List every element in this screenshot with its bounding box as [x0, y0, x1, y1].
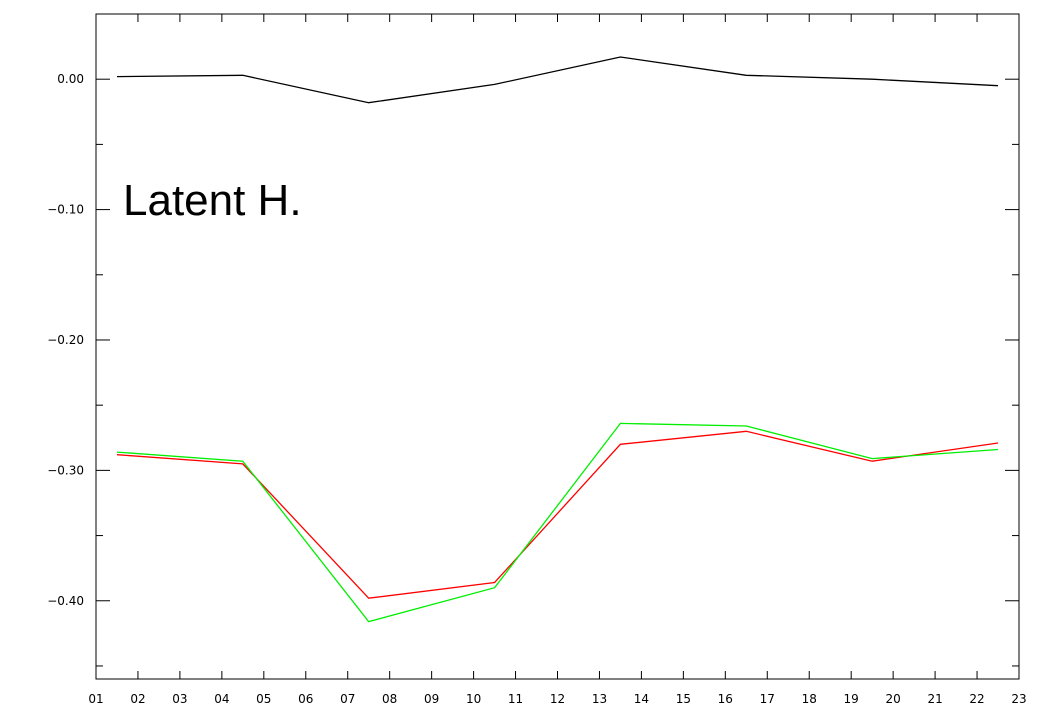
x-tick-label: 15: [676, 692, 691, 706]
x-tick-label: 19: [844, 692, 859, 706]
series-line-2: [116, 430, 999, 599]
x-tick-label: 16: [718, 692, 733, 706]
y-tick-label: 0.00: [57, 72, 84, 86]
x-tick-label: 13: [592, 692, 607, 706]
y-tick-label: −0.30: [47, 463, 84, 477]
plot-frame: [95, 13, 1020, 680]
series-line-3: [116, 422, 999, 623]
x-tick-label: 21: [927, 692, 942, 706]
series-lines: [116, 56, 999, 623]
x-tick-label: 22: [969, 692, 984, 706]
x-tick-label: 09: [424, 692, 439, 706]
chart-annotation: Latent H.: [123, 176, 302, 225]
y-tick-label: −0.10: [47, 203, 84, 217]
x-tick-label: 12: [550, 692, 565, 706]
tick-labels: 01 02 03 04 05 06 07 08 09 10 11 12 13 14 15 16 17 18 19 20…: [47, 72, 1026, 706]
x-tick-label: 23: [1011, 692, 1026, 706]
x-tick-label: 10: [466, 692, 481, 706]
series-line-1: [116, 56, 999, 104]
x-tick-label: 01: [88, 692, 103, 706]
x-tick-label: 04: [214, 692, 229, 706]
x-tick-label: 14: [634, 692, 649, 706]
x-tick-label: 07: [340, 692, 355, 706]
x-tick-label: 03: [172, 692, 187, 706]
x-tick-label: 17: [760, 692, 775, 706]
y-tick-label: −0.40: [47, 594, 84, 608]
x-tick-label: 11: [508, 692, 523, 706]
x-tick-label: 06: [298, 692, 313, 706]
y-tick-label: −0.20: [47, 333, 84, 347]
tick-marks: [95, 13, 1020, 679]
x-tick-label: 18: [802, 692, 817, 706]
x-tick-label: 02: [130, 692, 145, 706]
x-tick-label: 05: [256, 692, 271, 706]
x-tick-label: 08: [382, 692, 397, 706]
x-tick-label: 20: [885, 692, 900, 706]
